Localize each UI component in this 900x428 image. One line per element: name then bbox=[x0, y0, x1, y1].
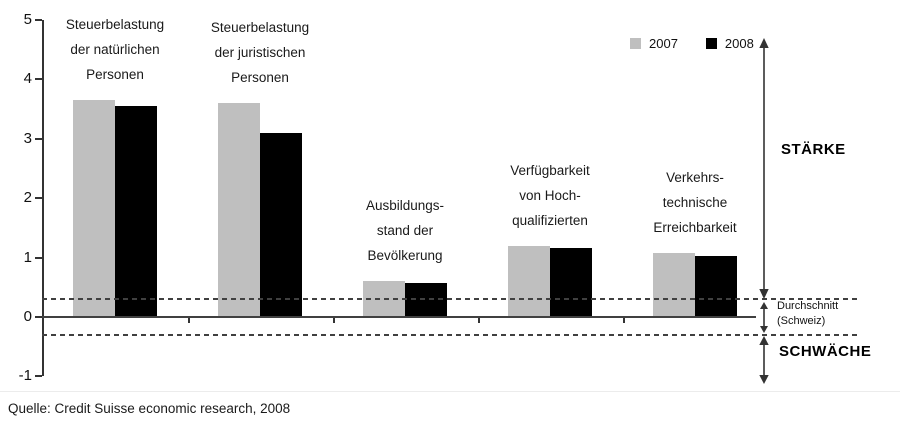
bar-2008-2 bbox=[260, 132, 302, 317]
category-label-4: Verfügbarkeit von Hoch-qualifizierten bbox=[465, 158, 635, 233]
category-label-line: Personen bbox=[86, 67, 144, 83]
bar-2008-4 bbox=[550, 248, 592, 317]
y-tick-label: 0 bbox=[23, 308, 32, 325]
strength-label: STÄRKE bbox=[781, 141, 846, 158]
category-label-line: Steuerbelastung bbox=[210, 20, 310, 36]
category-label-line: Personen bbox=[231, 70, 289, 86]
x-axis-tick bbox=[623, 317, 625, 323]
x-axis-tick bbox=[333, 317, 335, 323]
bar-2007-2 bbox=[218, 103, 260, 317]
bar-2007-1 bbox=[73, 100, 115, 317]
y-tick-label: -1 bbox=[18, 367, 32, 385]
category-label-line: stand der bbox=[376, 223, 434, 239]
y-tick-label: 4 bbox=[23, 70, 32, 88]
y-tick-label: 2 bbox=[23, 189, 32, 207]
x-axis-tick bbox=[478, 317, 480, 323]
category-label-line: Verkehrs- bbox=[666, 169, 724, 185]
category-label-line: der juristischen bbox=[214, 45, 306, 61]
category-label-line: qualifizierten bbox=[512, 212, 588, 228]
category-label-line: Steuerbelastung bbox=[65, 17, 165, 33]
legend-swatch-2008 bbox=[705, 38, 717, 49]
bar-2008-5 bbox=[695, 255, 737, 317]
y-tick-mark bbox=[35, 197, 42, 200]
y-tick-mark bbox=[35, 316, 42, 318]
x-axis-tick bbox=[188, 317, 190, 323]
category-label-line: der natürlichen bbox=[70, 42, 160, 58]
legend-label-2007: 2007 bbox=[649, 36, 678, 51]
bar-2007-4 bbox=[508, 245, 550, 317]
category-label-line: Erreichbarkeit bbox=[653, 219, 737, 235]
y-tick-label: 1 bbox=[23, 248, 32, 266]
x-axis-line bbox=[42, 316, 756, 318]
y-tick-label: 5 bbox=[23, 11, 32, 28]
category-label-line: von Hoch- bbox=[519, 187, 581, 203]
average-label: Durchschnitt (Schweiz) bbox=[777, 299, 838, 329]
weakness-label: SCHWÄCHE bbox=[779, 343, 872, 360]
reference-line-lower bbox=[42, 333, 858, 336]
y-tick-mark bbox=[35, 19, 42, 21]
y-tick-label: 3 bbox=[23, 129, 32, 147]
category-label-1: Steuerbelastung der natürlichen Personen bbox=[30, 12, 200, 87]
y-axis-line bbox=[42, 20, 44, 377]
category-label-line: Verfügbarkeit bbox=[510, 162, 590, 178]
category-label-2: Steuerbelastung der juristischen Personen bbox=[175, 15, 345, 90]
category-label-line: Bevölkerung bbox=[367, 248, 443, 264]
average-label-line1: Durchschnitt bbox=[777, 300, 839, 312]
y-tick-mark bbox=[35, 78, 42, 81]
average-range-arrow-icon bbox=[760, 302, 768, 333]
bar-2007-5 bbox=[653, 252, 695, 317]
reference-line-upper bbox=[42, 298, 858, 301]
legend-label-2008: 2008 bbox=[724, 36, 754, 51]
chart-bottom-border bbox=[0, 391, 900, 392]
y-tick-mark bbox=[35, 256, 42, 259]
weakness-arrow-icon bbox=[759, 336, 769, 384]
legend-swatch-2007 bbox=[630, 38, 641, 49]
category-label-line: technische bbox=[662, 194, 728, 210]
y-tick-mark bbox=[35, 375, 42, 378]
source-text: Quelle: Credit Suisse economic research,… bbox=[8, 401, 291, 416]
category-label-5: Verkehrs-technische Erreichbarkeit bbox=[610, 165, 780, 240]
category-label-3: Ausbildungs-stand der Bevölkerung bbox=[320, 193, 490, 268]
legend: 2007 2008 bbox=[630, 36, 754, 51]
y-tick-mark bbox=[35, 137, 42, 140]
bar-2008-1 bbox=[115, 106, 157, 317]
average-label-line2: (Schweiz) bbox=[777, 315, 826, 327]
category-label-line: Ausbildungs- bbox=[365, 198, 445, 214]
